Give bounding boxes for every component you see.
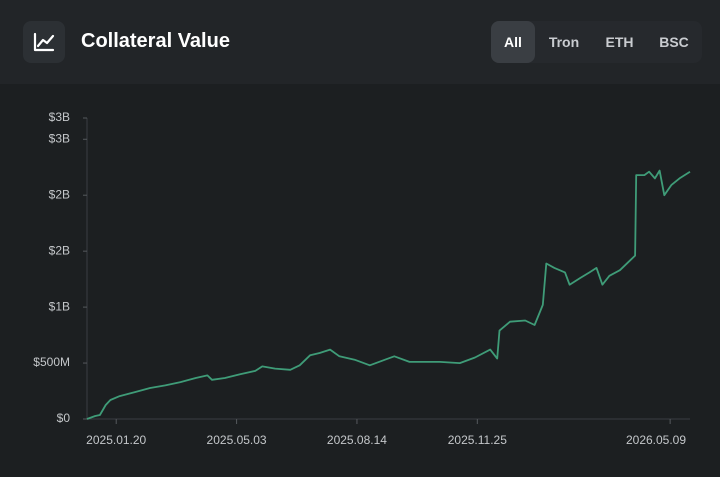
y-tick-label: $3B xyxy=(49,110,70,124)
tab-group: All Tron ETH BSC xyxy=(491,21,702,63)
icon-graphic xyxy=(33,32,55,52)
chart-icon xyxy=(23,21,65,63)
title: Collateral Value xyxy=(81,30,230,52)
y-tick-label: $1B xyxy=(49,299,70,313)
tab[interactable]: ETH xyxy=(605,34,634,50)
y-tick-label: $2B xyxy=(49,243,70,257)
x-tick-label: 2026.05.09 xyxy=(626,433,686,447)
tab[interactable]: Tron xyxy=(548,34,580,50)
x-tick-label: 2025.08.14 xyxy=(327,433,387,447)
x-tick-label: 2025.11.25 xyxy=(448,433,507,447)
tab[interactable]: All xyxy=(491,21,535,63)
x-tick-label: 2025.05.03 xyxy=(207,433,267,447)
y-tick-label: $0 xyxy=(57,411,71,425)
y-tick-label: $500M xyxy=(33,355,70,369)
header: Collateral Value All Tron ETH BSC xyxy=(0,0,720,84)
chart: $0 $500M $1B $2B $2B $3B $3B 2025.01.20 2025.05.… xyxy=(33,110,691,447)
tab[interactable]: BSC xyxy=(659,34,689,50)
y-tick-label: $2B xyxy=(49,187,70,201)
y-tick-label: $3B xyxy=(49,131,70,145)
line xyxy=(86,169,691,420)
x-tick-label: 2025.01.20 xyxy=(86,433,146,447)
